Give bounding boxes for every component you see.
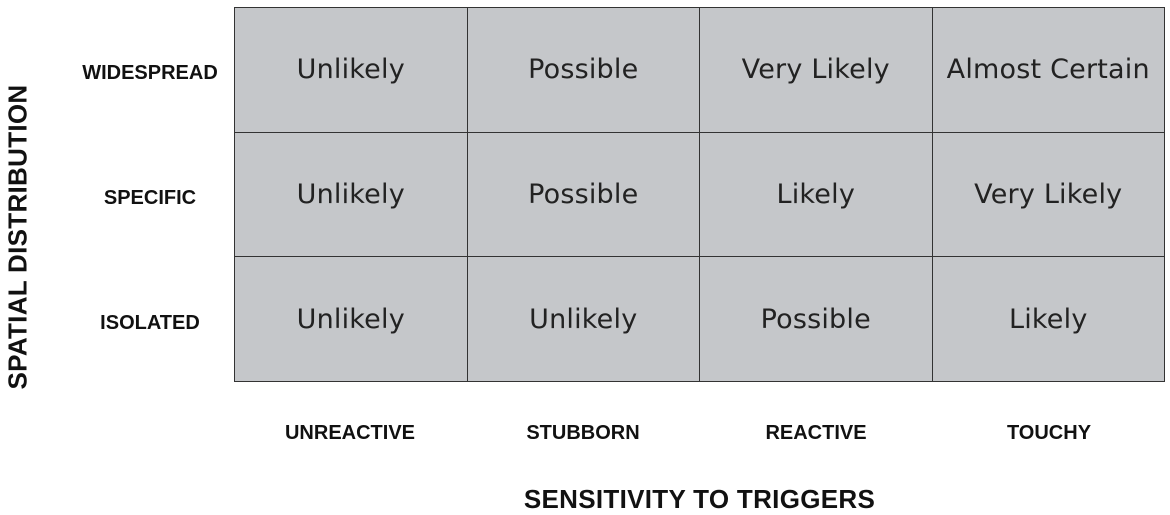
matrix-cell-widespread-unreactive: Unlikely — [235, 8, 468, 133]
matrix-cell-isolated-reactive: Possible — [700, 257, 933, 382]
column-label-stubborn: STUBBORN — [526, 422, 640, 444]
matrix-cell-isolated-stubborn: Unlikely — [467, 257, 700, 382]
matrix-cell-specific-touchy: Very Likely — [932, 132, 1165, 258]
matrix-cell-specific-reactive: Likely — [700, 132, 933, 258]
column-label-unreactive: UNREACTIVE — [284, 422, 415, 444]
y-axis-title: SPATIAL DISTRIBUTION — [2, 84, 33, 390]
x-axis-title: SENSITIVITY TO TRIGGERS — [523, 484, 876, 514]
matrix-cell-isolated-unreactive: Unlikely — [235, 257, 468, 382]
matrix-cell-specific-unreactive: Unlikely — [235, 132, 468, 258]
row-label-widespread: WIDESPREAD — [82, 62, 218, 84]
matrix-cell-widespread-reactive: Very Likely — [700, 8, 933, 133]
matrix-cell-widespread-stubborn: Possible — [467, 8, 700, 133]
column-label-reactive: REACTIVE — [765, 422, 867, 444]
column-label-touchy: TOUCHY — [1006, 422, 1092, 444]
matrix-cell-specific-stubborn: Possible — [467, 132, 700, 258]
row-label-isolated: ISOLATED — [100, 312, 200, 334]
row-label-specific: SPECIFIC — [103, 187, 197, 209]
matrix-cell-widespread-touchy: Almost Certain — [932, 8, 1165, 133]
matrix-cell-isolated-touchy: Likely — [932, 257, 1165, 382]
likelihood-matrix: Unlikely Possible Very Likely Almost Cer… — [234, 7, 1165, 382]
